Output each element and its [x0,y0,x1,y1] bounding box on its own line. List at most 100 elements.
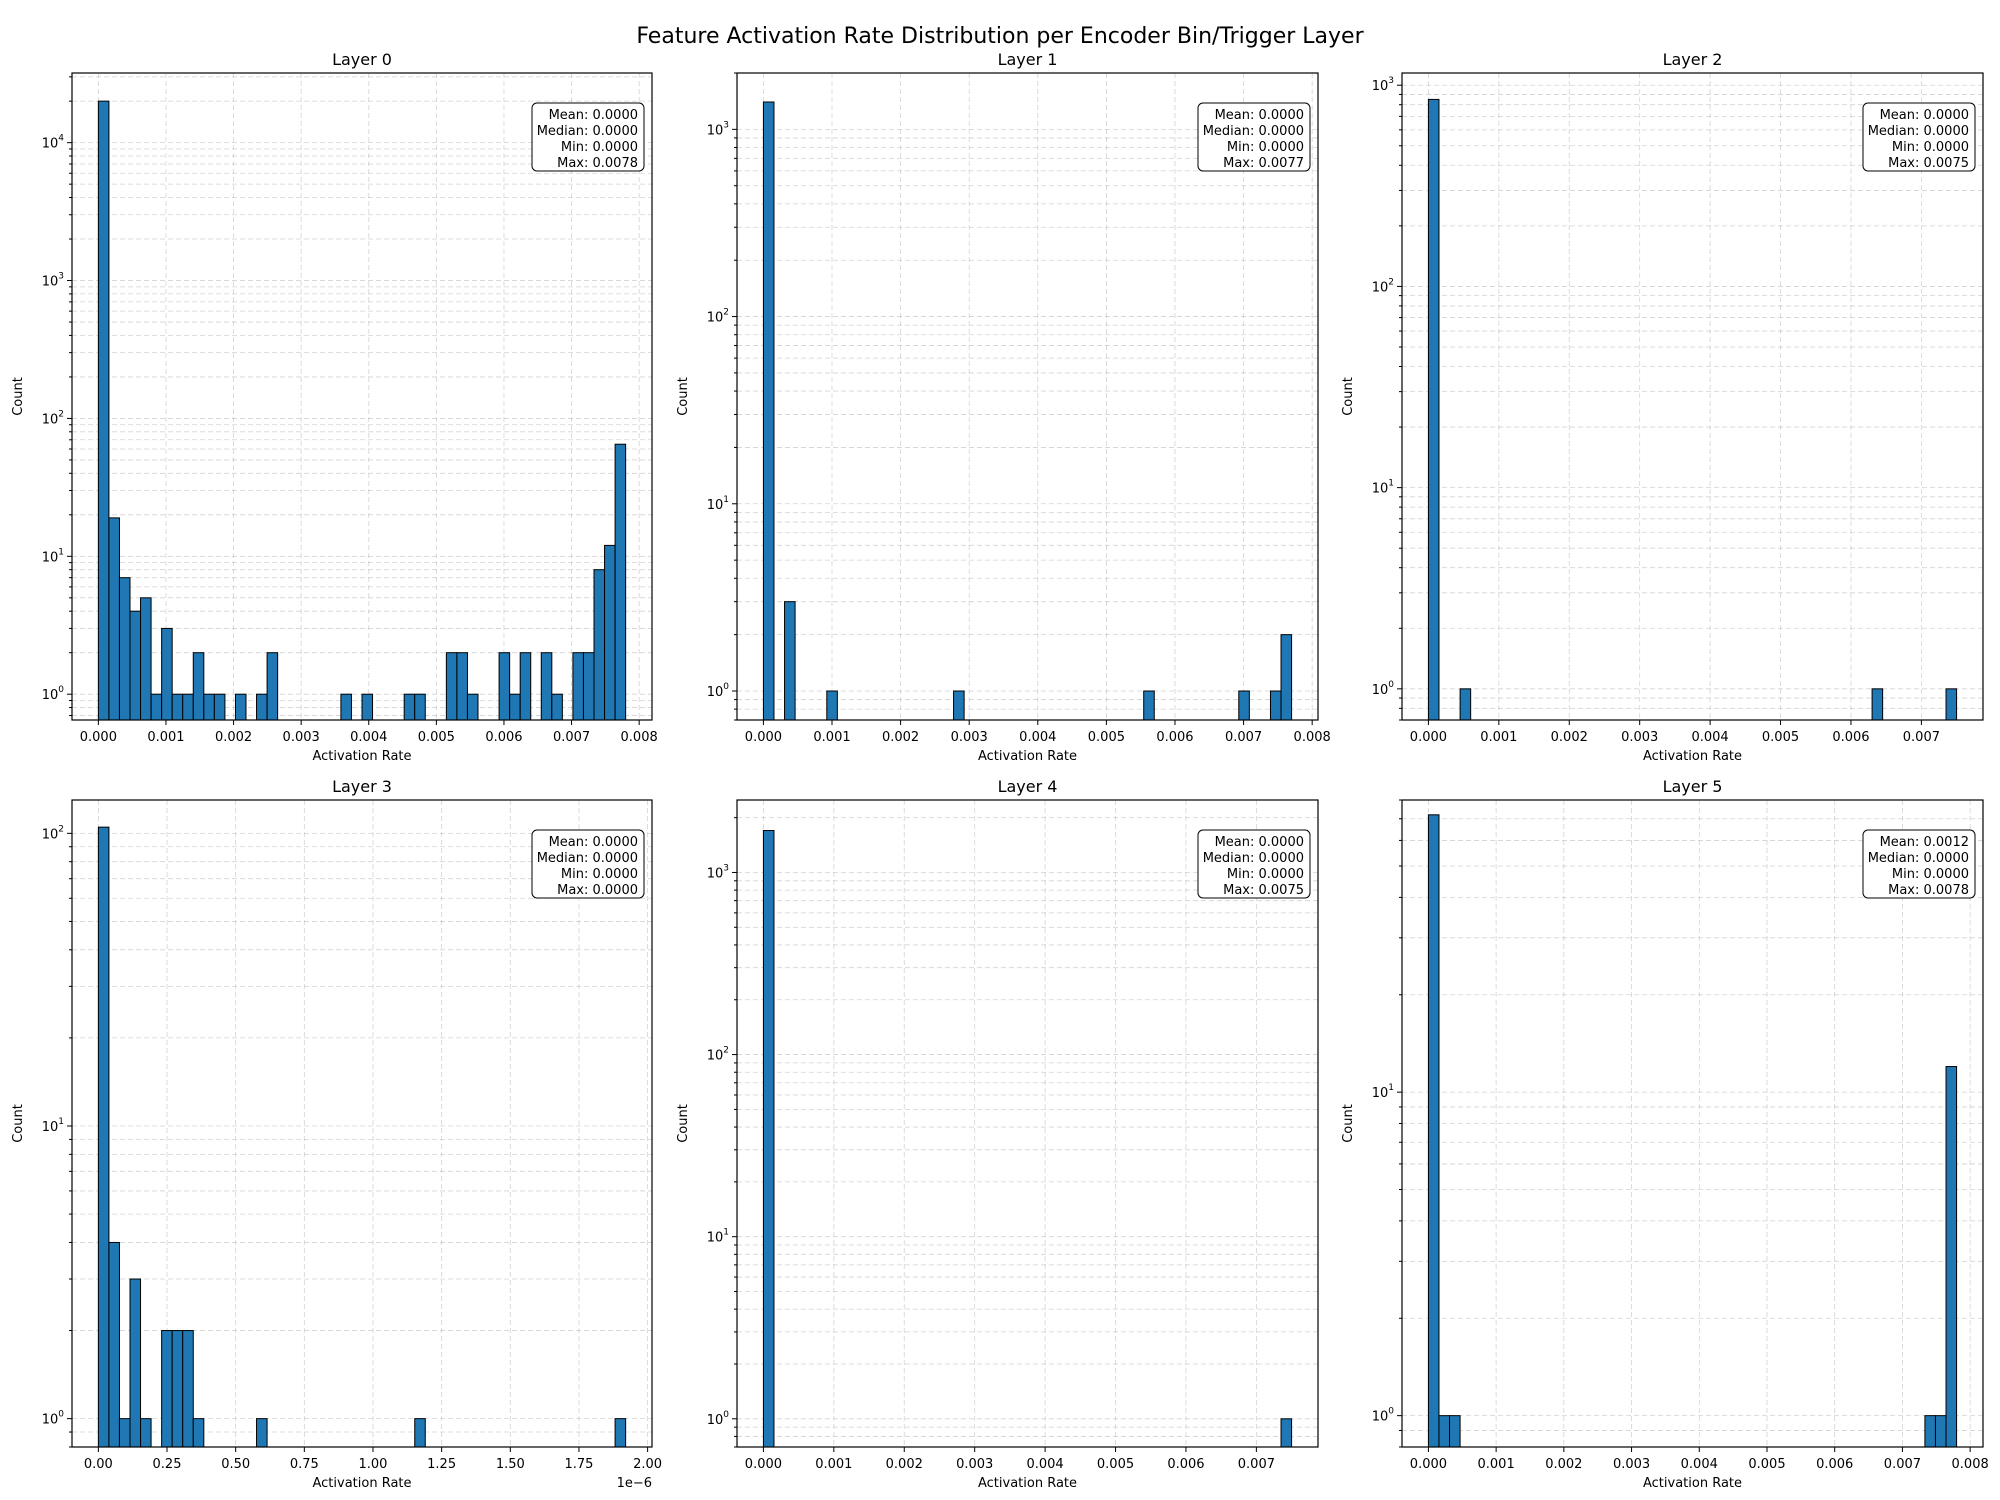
y-tick-label: 102 [707,308,729,326]
x-tick-label: 0.000 [745,730,782,745]
y-tick-label: 102 [1372,277,1394,295]
x-tick-label: 0.002 [882,730,919,745]
histogram-bar [192,652,205,721]
histogram-bar [171,693,184,721]
histogram-bar [256,693,268,721]
x-tick-label: 0.001 [815,1457,852,1472]
y-axis-label: Count [676,1104,691,1143]
histogram-bar [1871,688,1884,721]
x-tick-label: 0.005 [1088,730,1125,745]
x-tick-label: 0.003 [951,730,988,745]
histogram-bar [97,826,110,1448]
histogram-bar [140,597,152,721]
histogram-bar [192,1418,205,1448]
histogram-bar [414,1418,426,1448]
x-tick-label: 0.008 [1952,1457,1989,1472]
stats-line: Median: 0.0000 [537,851,638,866]
histogram-bar [614,1418,627,1448]
histogram-bar [118,577,131,721]
histogram-bar [1427,814,1440,1448]
y-axis-label: Count [1341,1104,1356,1143]
stats-line: Median: 0.0000 [1203,124,1304,139]
x-tick-label: 0.004 [350,730,387,745]
x-tick-label: 0.007 [1225,730,1262,745]
histogram-bar [108,1241,120,1448]
histogram-bar [150,693,163,721]
histogram-bar [593,569,606,721]
stats-box [1862,829,1976,899]
x-tick-label: 0.00 [84,1457,113,1472]
x-scale-offset: 1e−6 [617,1476,652,1491]
histogram-bar [762,101,775,721]
x-tick-label: 0.006 [1156,730,1193,745]
x-tick-label: 0.001 [1480,730,1517,745]
stats-line: Median: 0.0000 [1203,851,1304,866]
histogram-bar [1438,1415,1451,1448]
stats-line: Mean: 0.0000 [549,108,638,123]
histogram-bar [403,693,416,721]
y-tick-label: 100 [707,1410,730,1428]
histogram-bar [108,517,120,721]
x-tick-label: 0.007 [1238,1457,1275,1472]
stats-box [1197,829,1311,899]
stats-box [531,829,645,899]
histogram-bar [1449,1415,1461,1448]
x-tick-label: 0.005 [1762,730,1799,745]
histogram-bar [762,830,775,1448]
histogram-bar [97,100,110,721]
y-tick-label: 100 [42,685,65,703]
x-tick-label: 0.50 [221,1457,250,1472]
x-tick-label: 0.003 [1613,1457,1650,1472]
x-tick-label: 0.005 [1748,1457,1785,1472]
histogram-bar [1427,98,1440,721]
histogram-bar [445,652,458,721]
y-tick-label: 101 [1372,1083,1394,1101]
subplot-title: Layer 0 [332,50,392,69]
histogram-bar [1143,690,1155,721]
stats-line: Mean: 0.0012 [1880,835,1969,850]
x-tick-label: 1.75 [564,1457,593,1472]
histogram-bar [582,652,595,721]
stats-line: Mean: 0.0000 [549,835,638,850]
x-axis-label: Activation Rate [1643,1476,1742,1491]
subplot-title: Layer 4 [998,777,1058,796]
axes-frame [736,72,1319,721]
y-tick-label: 100 [42,1410,65,1428]
axes-frame [1401,72,1984,721]
histogram-bar [1280,634,1293,721]
stats-line: Min: 0.0000 [1227,140,1304,155]
histogram-bar [129,1278,142,1448]
y-tick-label: 103 [42,272,64,290]
histogram-bar [1280,1418,1293,1448]
histogram-bar [1945,688,1958,721]
stats-line: Mean: 0.0000 [1215,835,1304,850]
x-tick-label: 0.000 [1410,1457,1447,1472]
stats-line: Min: 0.0000 [1892,140,1969,155]
stats-line: Max: 0.0078 [1888,883,1969,898]
x-tick-label: 0.75 [290,1457,319,1472]
stats-box [1197,102,1311,172]
x-tick-label: 0.008 [1294,730,1331,745]
histogram-bar [161,627,173,721]
y-tick-label: 102 [42,824,64,842]
y-axis-label: Count [676,377,691,416]
x-tick-label: 0.007 [1884,1457,1921,1472]
x-tick-label: 0.002 [886,1457,923,1472]
y-axis-label: Count [11,377,26,416]
x-tick-label: 0.000 [1410,730,1447,745]
stats-line: Min: 0.0000 [1227,867,1304,882]
x-tick-label: 1.00 [359,1457,388,1472]
y-tick-label: 103 [707,120,729,138]
histogram-bar [1269,690,1282,721]
x-tick-label: 0.006 [485,730,522,745]
histogram-bar [826,690,838,721]
x-tick-label: 2.00 [633,1457,662,1472]
x-tick-label: 0.001 [1478,1457,1515,1472]
histogram-bar [361,693,374,721]
stats-line: Max: 0.0075 [1223,883,1304,898]
x-tick-label: 0.006 [1816,1457,1853,1472]
histogram-bar [129,610,142,721]
histogram-bar [1459,688,1472,721]
